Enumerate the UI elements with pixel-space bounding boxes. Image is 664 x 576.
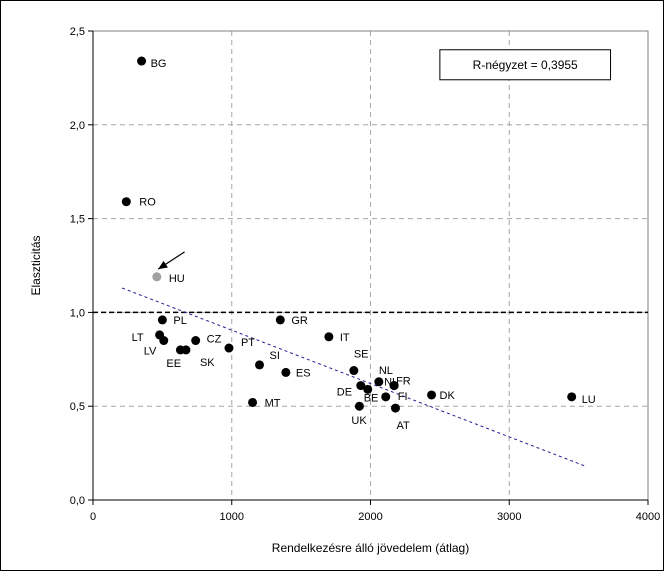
- point-label-dk: DK: [440, 390, 456, 402]
- point-gr: [275, 315, 285, 325]
- point-es: [281, 367, 291, 377]
- grid-layer: [93, 31, 648, 500]
- point-ro: [121, 197, 131, 207]
- trendline: [121, 287, 586, 467]
- y-tick-label: 0,5: [70, 401, 85, 413]
- point-uk: [354, 401, 364, 411]
- point-label-de: DE: [337, 387, 352, 399]
- r-squared-label: R-négyzet = 0,3955: [473, 58, 578, 72]
- y-tick-label: 2,5: [70, 26, 85, 38]
- x-tick-label: 4000: [636, 511, 660, 523]
- r-squared-box: [439, 49, 612, 81]
- point-label-nl: NL: [379, 365, 393, 377]
- y-tick-label: 0,0: [70, 495, 85, 507]
- point-label-cz: CZ: [207, 334, 222, 346]
- x-tick-label: 3000: [497, 511, 521, 523]
- point-label-lu: LU: [582, 394, 596, 406]
- point-label-se: SE: [354, 349, 369, 361]
- point-nl: [374, 377, 384, 387]
- point-label-bg: BG: [151, 58, 167, 70]
- point-label-sk: SK: [200, 357, 215, 369]
- point-label-at: AT: [396, 420, 410, 432]
- arrow-head: [158, 260, 168, 270]
- point-it: [324, 332, 334, 342]
- y-axis-label: Elaszticitás: [29, 235, 43, 295]
- point-label-es: ES: [296, 367, 311, 379]
- x-tick-label: 2000: [358, 511, 382, 523]
- point-label-be: BE: [364, 392, 379, 404]
- point-label-it: IT: [340, 332, 350, 344]
- trendline-layer: [121, 287, 586, 467]
- point-cz: [191, 336, 201, 346]
- point-label-gr: GR: [291, 315, 308, 327]
- point-label-lt: LT: [132, 332, 144, 344]
- point-dk: [427, 390, 437, 400]
- point-mt: [248, 397, 258, 407]
- y-tick-label: 1,5: [70, 214, 85, 226]
- point-label-pt: PT: [241, 337, 255, 349]
- point-label-nl: NL: [384, 377, 398, 389]
- x-tick-label: 0: [90, 511, 96, 523]
- point-label-fi: FI: [398, 391, 408, 403]
- points-layer: [121, 56, 577, 413]
- point-fr: [389, 381, 399, 391]
- point-pl: [157, 315, 167, 325]
- point-fi: [381, 392, 391, 402]
- x-tick-label: 1000: [220, 511, 244, 523]
- point-label-lv: LV: [144, 346, 157, 358]
- point-label-ro: RO: [139, 197, 156, 209]
- point-label-si: SI: [270, 350, 280, 362]
- point-se: [349, 366, 359, 376]
- point-be: [363, 384, 373, 394]
- point-lv: [159, 336, 169, 346]
- y-tick-label: 1,0: [70, 307, 85, 319]
- y-tick-label: 2,0: [70, 120, 85, 132]
- x-axis-label: Rendelkezésre álló jövedelem (átlag): [272, 541, 469, 555]
- point-at: [390, 403, 400, 413]
- point-lu: [567, 392, 577, 402]
- point-hu: [152, 272, 162, 282]
- point-de: [356, 381, 366, 391]
- point-label-uk: UK: [351, 415, 367, 427]
- point-sk: [181, 345, 191, 355]
- axes-layer: 0 1000 2000 3000 4000 0,0 0,5 1,0 1,5 2,0 2,5: [70, 26, 661, 523]
- point-si: [255, 360, 264, 370]
- point-label-pl: PL: [173, 315, 186, 327]
- point-label-fr: FR: [396, 376, 411, 388]
- point-pt: [224, 343, 234, 353]
- point-label-hu: HU: [169, 273, 185, 285]
- point-bg: [137, 56, 147, 66]
- point-label-mt: MT: [265, 397, 281, 409]
- annotation-layer: R-négyzet = 0,3955: [439, 49, 612, 81]
- point-label-ee: EE: [166, 358, 181, 370]
